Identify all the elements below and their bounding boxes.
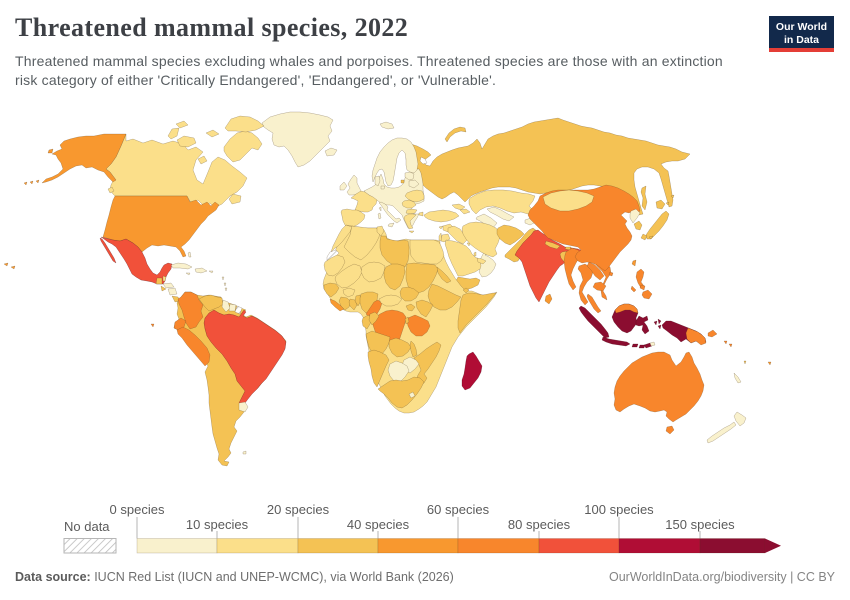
svg-text:60 species: 60 species [427, 502, 490, 517]
svg-text:10 species: 10 species [186, 517, 249, 532]
svg-text:80 species: 80 species [508, 517, 571, 532]
svg-text:150 species: 150 species [665, 517, 735, 532]
svg-text:No data: No data [64, 519, 110, 534]
svg-text:40 species: 40 species [347, 517, 410, 532]
svg-text:0 species: 0 species [110, 502, 165, 517]
svg-text:20 species: 20 species [267, 502, 330, 517]
svg-text:100 species: 100 species [584, 502, 654, 517]
